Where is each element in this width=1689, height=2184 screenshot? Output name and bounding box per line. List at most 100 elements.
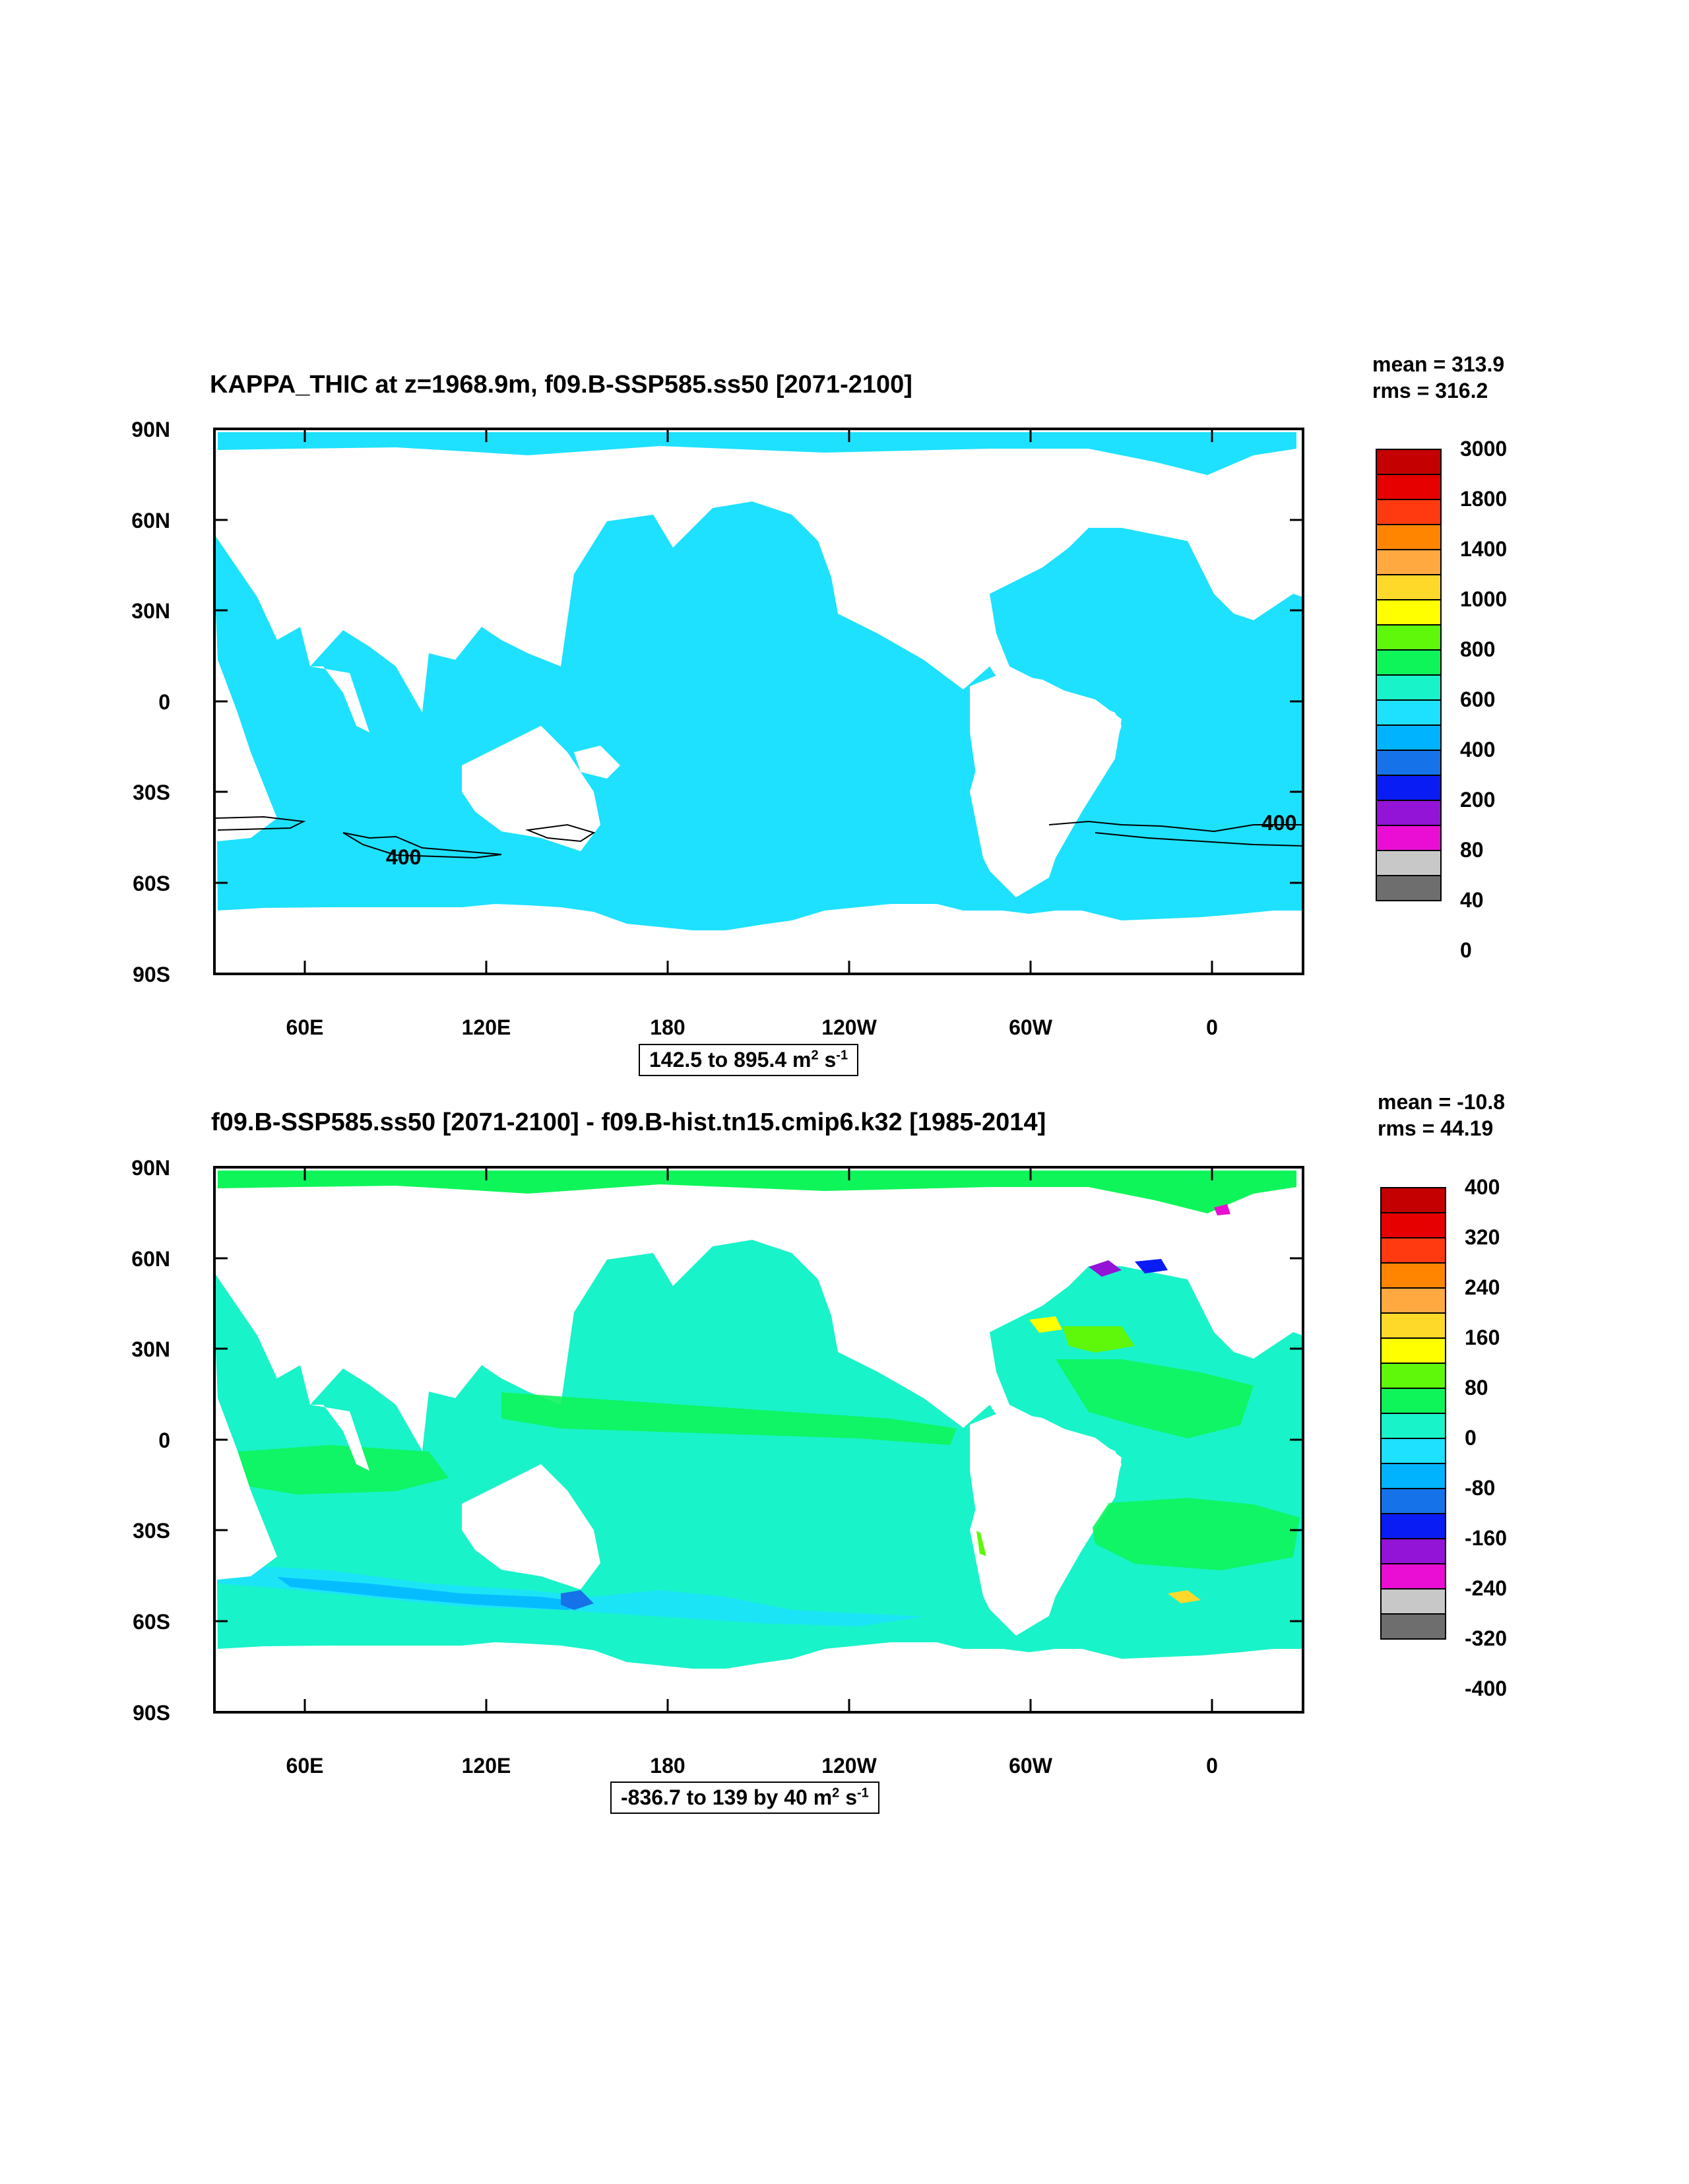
colorbar-label: 1400 [1460,537,1508,561]
ocean-main [214,501,1303,930]
y-tick-label: 60N [131,509,170,532]
colorbar-box [1376,750,1442,776]
colorbar-label: 1000 [1460,587,1508,611]
colorbar-label: 160 [1465,1326,1500,1349]
land-india-africa [214,1319,277,1580]
y-tick-label: 90S [133,1701,170,1725]
y-tick-label: 30N [131,1337,170,1361]
band-blue [277,1577,594,1610]
x-tick-label: 60E [286,1015,324,1039]
colorbar-box [1376,825,1442,851]
y-tick-label: 30S [133,781,170,804]
colorbar-label: 400 [1460,738,1496,761]
mean-text: mean = -10.8 [1378,1090,1505,1114]
colorbar-label: 0 [1460,938,1472,962]
difference-field [214,1171,1303,1669]
y-tick-label: 60N [131,1247,170,1271]
land-maritime [574,746,620,779]
rms-text: rms = 316.2 [1372,379,1488,402]
tick-marks [214,428,1303,974]
range-text: 142.5 to 895.4 m [649,1048,812,1072]
map-plot: 400 400 90N 60N 30N 0 30S 60S 90S [131,418,1304,1039]
colorbar-box [1376,449,1442,475]
colorbar-label: -400 [1465,1677,1508,1700]
contour-label-400-b: 400 [1261,811,1296,835]
map-panel-1: KAPPA_THIC at z=1968.9m, f09.B-SSP585.ss… [0,0,1689,1076]
colorbar-box [1380,1463,1446,1489]
colorbar-box [1380,1613,1446,1640]
range-text: -836.7 to 139 by 40 m [621,1785,833,1809]
band-green [238,1445,449,1494]
x-tick-label: 180 [650,1015,685,1039]
colorbar-label: 3000 [1460,437,1508,461]
colorbar-label: -80 [1465,1476,1496,1500]
x-tick-label: 120W [821,1754,877,1778]
range-unit: s [839,1785,857,1809]
land-australia [462,726,600,851]
range-sup: 2 [811,1048,819,1063]
colorbar: 400 320 240 160 80 0 -80 -160 -240 -320 -400 [1380,1176,1552,1699]
range-box: -836.7 to 139 by 40 m2 s-1 [610,1782,879,1814]
y-tick-label: 0 [158,1429,170,1452]
spot-green [1062,1326,1135,1353]
colorbar-label: 40 [1460,888,1484,912]
colorbar-box [1376,850,1442,876]
y-axis-labels: 90N 60N 30N 0 30S 60S 90S [131,1156,170,1725]
spot-purple [1089,1260,1122,1277]
land-india [310,1405,369,1471]
colorbar-box [1380,1513,1446,1539]
map-plot: 90N 60N 30N 0 30S 60S 90S 60E 120E 180 1… [131,1156,1304,1778]
range-unit: s [818,1048,837,1072]
band-blue-dark [561,1590,594,1610]
y-tick-label: 30S [133,1519,170,1543]
colorbar-label: -240 [1465,1576,1508,1600]
panel-title: f09.B-SSP585.ss50 [2071-2100] - f09.B-hi… [211,1108,1046,1136]
colorbar-label: 400 [1465,1175,1500,1199]
colorbar-label: 0 [1465,1426,1477,1450]
y-tick-label: 60S [133,872,170,895]
colorbar-label: 600 [1460,688,1496,711]
colorbar-box [1380,1438,1446,1464]
colorbar-label: -160 [1465,1526,1508,1550]
colorbar-box [1380,1187,1446,1213]
colorbar-label: 80 [1460,838,1484,862]
contour-label-400-a: 400 [386,845,421,869]
colorbar-box [1380,1588,1446,1615]
spot-yellow [1029,1316,1062,1333]
colorbar-box [1380,1237,1446,1264]
colorbar-box [1376,775,1442,801]
range-box: 142.5 to 895.4 m2 s-1 [639,1044,859,1076]
contour-400 [214,816,1304,859]
colorbar-box [1376,674,1442,701]
x-tick-label: 0 [1206,1015,1218,1039]
y-tick-label: 0 [158,690,170,714]
spot-yellow [1168,1590,1201,1603]
colorbar-box [1380,1212,1446,1238]
x-tick-label: 60W [1009,1754,1053,1778]
x-axis-labels: 60E 120E 180 120W 60W 0 [286,1754,1218,1778]
x-tick-label: 60E [286,1754,324,1778]
ocean-arctic [218,432,1296,475]
colorbar-box [1380,1388,1446,1414]
colorbar-label: 200 [1460,788,1496,812]
land-india [310,666,369,732]
stats-block: mean = 313.9 rms = 316.2 [1372,351,1504,404]
colorbar-label: 320 [1465,1225,1500,1249]
range-sup: -1 [836,1048,848,1063]
colorbar-box [1380,1413,1446,1439]
colorbar-box [1376,624,1442,651]
land-north-atlantic-gap [990,528,1029,581]
colorbar-label: 800 [1460,637,1496,661]
colorbar: 3000 1800 1400 1000 800 600 400 200 80 40 0 [1376,438,1547,961]
colorbar-box [1380,1262,1446,1289]
land-india-africa [214,581,277,841]
colorbar-label: 80 [1465,1376,1488,1399]
y-tick-label: 60S [133,1610,170,1634]
colorbar-box [1380,1337,1446,1364]
land-north-atlantic-gap [990,1266,1029,1319]
band-green [1089,1498,1300,1570]
colorbar-box [1376,524,1442,550]
y-axis-labels: 90N 60N 30N 0 30S 60S 90S [131,418,170,986]
x-tick-label: 120E [462,1754,511,1778]
ocean-field [214,432,1303,930]
